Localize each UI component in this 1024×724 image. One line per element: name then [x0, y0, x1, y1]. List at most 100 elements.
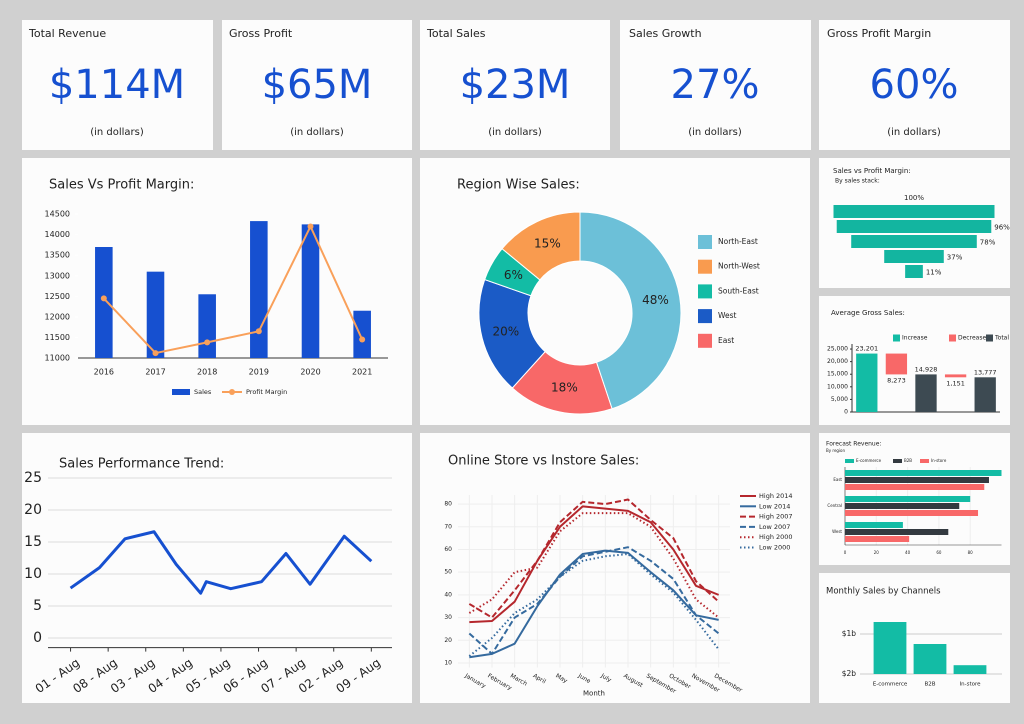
bar [953, 665, 987, 674]
point [152, 350, 159, 357]
legend-label: E-commerce [856, 458, 882, 463]
point [307, 223, 314, 230]
y-tick-label: 25,000 [827, 346, 848, 353]
y-tick-label: 25 [24, 470, 42, 486]
point [255, 328, 262, 335]
bar [845, 484, 985, 490]
waterfall-bar [915, 374, 937, 412]
x-tick-label: B2B [924, 682, 935, 688]
y-tick-label: 14000 [45, 230, 70, 239]
kpi-note: (in dollars) [688, 127, 742, 138]
legend-swatch [698, 333, 712, 348]
waterfall-bar [974, 377, 996, 412]
kpi-note: (in dollars) [488, 127, 542, 138]
bar [873, 622, 907, 674]
y-tick-label: 13000 [45, 271, 70, 280]
legend-swatch [698, 284, 712, 299]
value-label: 100% [904, 194, 924, 202]
kpi-note: (in dollars) [887, 127, 941, 138]
legend-label: Total [994, 335, 1009, 342]
bar [845, 503, 960, 509]
chart-title: Monthly Sales by Channels [826, 587, 941, 597]
funnel-bar [833, 205, 995, 218]
y-tick-label: 70 [444, 523, 452, 530]
legend-swatch [698, 259, 712, 274]
value-label: 37% [947, 254, 963, 262]
value-label: 1,151 [946, 379, 965, 387]
y-tick-label: East [833, 477, 842, 482]
line [103, 224, 364, 355]
legend-label: East [718, 336, 734, 345]
y-tick-label: 11000 [45, 354, 70, 363]
bar [146, 271, 165, 358]
legend-label: South-East [718, 286, 759, 295]
y-tick-label: 12000 [45, 312, 70, 321]
bar [845, 536, 910, 542]
kpi-note: (in dollars) [290, 127, 344, 138]
value-label: 13,777 [974, 368, 997, 376]
x-tick-label: 2018 [197, 368, 217, 377]
funnel-bar [884, 250, 944, 263]
legend-label: Profit Margin [246, 388, 287, 396]
legend-label: Low 2000 [759, 544, 790, 552]
y-tick-label: 15 [24, 534, 42, 550]
line [468, 512, 720, 619]
value-label: 11% [926, 269, 942, 277]
line [468, 546, 720, 655]
kpi-title: Total Sales [426, 27, 486, 40]
card [420, 433, 810, 703]
y-tick-label: 0 [844, 409, 848, 416]
card [620, 20, 811, 150]
y-tick-label: 10,000 [827, 383, 848, 390]
x-tick-label: 0 [844, 550, 847, 555]
line [468, 498, 720, 619]
waterfall-bar [944, 374, 967, 378]
x-tick-label: 2017 [145, 368, 165, 377]
card [22, 20, 213, 150]
x-tick-label: In-store [959, 682, 981, 688]
legend-label: West [718, 311, 736, 320]
x-tick-label: 20 [874, 550, 880, 555]
x-tick-label: 2020 [300, 368, 320, 377]
y-tick-label: West [832, 529, 842, 534]
line [469, 505, 720, 624]
legend-swatch [845, 459, 854, 463]
bar [301, 224, 320, 358]
legend-label: High 2007 [759, 513, 793, 521]
card [420, 20, 610, 150]
line [469, 549, 719, 659]
legend-swatch [920, 459, 929, 463]
kpi-value: $114M [49, 62, 185, 108]
x-tick-label: 40 [905, 550, 911, 555]
legend-label: Low 2014 [759, 502, 790, 510]
legend-label: Low 2007 [759, 523, 790, 531]
legend-label: Sales [194, 388, 212, 396]
kpi-title: Total Revenue [28, 27, 106, 40]
chart-title: Forecast Revenue: [826, 441, 881, 448]
chart-title: Sales vs Profit Margin: [833, 167, 911, 175]
x-tick-label: 2016 [94, 368, 114, 377]
y-tick-label: 60 [444, 546, 452, 553]
y-tick-label: 80 [444, 501, 452, 508]
slice-label: 15% [534, 236, 561, 250]
card [222, 20, 412, 150]
y-tick-label: 5,000 [831, 396, 848, 403]
y-tick-label: 15,000 [827, 371, 848, 378]
y-tick-label: Central [827, 503, 842, 508]
funnel-bar [851, 235, 977, 248]
bar [845, 529, 949, 535]
slice-label: 20% [493, 324, 520, 338]
legend-label: Increase [902, 335, 928, 342]
kpi-value: 27% [671, 62, 760, 108]
y-tick-label: 14500 [45, 210, 70, 219]
bar [913, 644, 947, 674]
y-tick-label: 10 [24, 566, 42, 582]
legend-swatch [893, 459, 902, 463]
x-tick-label: 2021 [352, 368, 372, 377]
kpi-title: Gross Profit Margin [827, 27, 931, 40]
legend-label: High 2014 [759, 492, 793, 500]
waterfall-bar [856, 353, 878, 412]
y-tick-label: 20 [444, 637, 452, 644]
funnel-bar [905, 265, 923, 278]
